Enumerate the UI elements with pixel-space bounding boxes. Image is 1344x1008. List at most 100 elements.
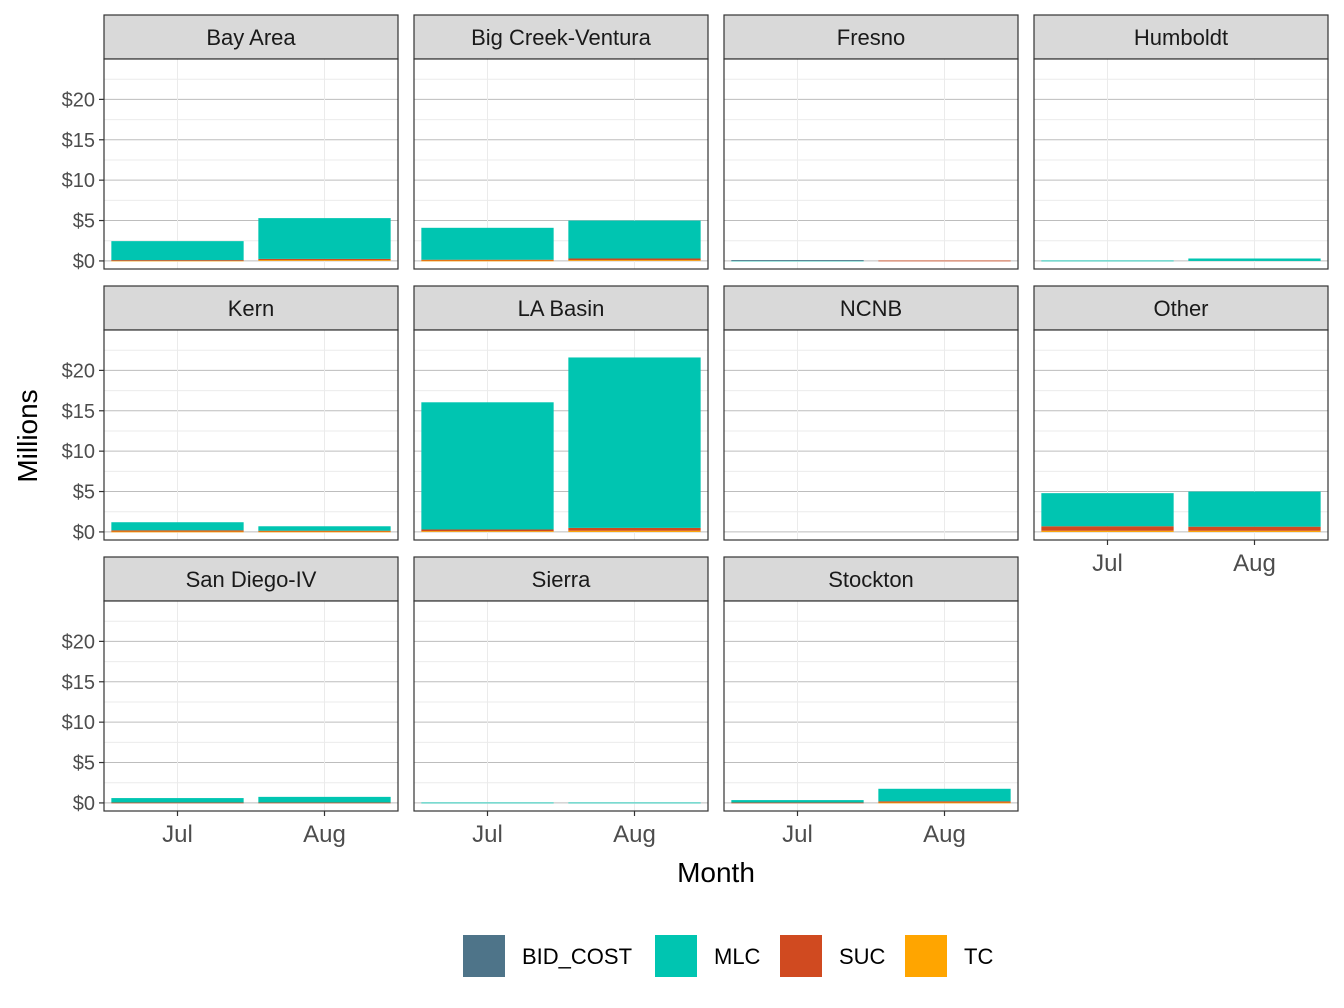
facet-panel: NCNB	[723, 285, 1019, 541]
bar-segment-tc	[878, 802, 1011, 804]
x-tick-label: Aug	[1233, 550, 1276, 577]
panel-border	[1033, 58, 1329, 270]
facet-panel: San Diego-IV	[103, 556, 399, 812]
y-tick-label: $15	[62, 130, 95, 152]
x-tick-label: Aug	[303, 821, 346, 848]
facet-strip	[413, 14, 709, 60]
x-tick-label: Jul	[162, 821, 193, 848]
bar-segment-mlc	[731, 260, 864, 262]
facet-panel: Sierra	[413, 556, 709, 812]
bar-segment-suc	[258, 258, 391, 261]
facet-strip	[103, 285, 399, 331]
facet-strip-label: Humboldt	[1134, 25, 1228, 50]
bar-segment-tc	[258, 260, 391, 261]
bar-segment-suc	[258, 802, 391, 804]
facet-strip	[103, 14, 399, 60]
bar-segment-mlc	[1188, 258, 1321, 261]
facet-panel: Big Creek-Ventura	[413, 14, 709, 270]
legend-item: SUC	[780, 935, 886, 977]
bar-segment-suc	[568, 527, 701, 531]
bar-segment-mlc	[258, 218, 391, 259]
bar-segment-suc	[111, 260, 244, 261]
y-tick-label: $0	[73, 793, 95, 815]
bar-segment-mlc	[421, 227, 554, 260]
bar-segment-suc	[731, 802, 864, 804]
facet-panels: Bay Area Big Creek-Ventura Fresno Humboldt K…	[103, 14, 1329, 812]
facet-strip-label: Other	[1153, 296, 1208, 321]
panel-border	[1033, 329, 1329, 541]
plot-background	[104, 330, 398, 540]
bar-segment-suc	[111, 530, 244, 532]
legend-label: TC	[964, 944, 993, 969]
facet-strip-label: Sierra	[532, 567, 591, 592]
bar-segment-suc	[1041, 526, 1174, 531]
bar-segment-suc	[421, 529, 554, 532]
y-tick-label: $20	[62, 631, 95, 653]
bar-segment-suc	[258, 530, 391, 532]
facet-panel: Kern	[103, 285, 399, 541]
legend-item: TC	[905, 935, 993, 977]
bar-segment-mlc	[568, 220, 701, 259]
panel-border	[103, 329, 399, 541]
bar-segment-mlc	[568, 802, 701, 804]
plot-background	[1034, 59, 1328, 269]
panel-border	[723, 600, 1019, 812]
y-tick-label: $0	[73, 522, 95, 544]
panel-border	[103, 600, 399, 812]
y-tick-label: $20	[62, 89, 95, 111]
y-tick-label: $10	[62, 712, 95, 734]
y-tick-label: $0	[73, 251, 95, 273]
legend-label: MLC	[714, 944, 761, 969]
bar-segment-suc	[1188, 526, 1321, 531]
bar-segment-mlc	[1041, 260, 1174, 262]
bar-segment-mlc	[568, 357, 701, 528]
legend-swatch	[905, 935, 947, 977]
plot-background	[104, 601, 398, 811]
bar-segment-tc	[111, 531, 244, 533]
facet-strip-label: Fresno	[837, 25, 905, 50]
bar-segment-suc	[421, 259, 554, 261]
y-tick-label: $20	[62, 360, 95, 382]
facet-strip-label: San Diego-IV	[186, 567, 317, 592]
facet-panel: Humboldt	[1033, 14, 1329, 270]
y-tick-label: $5	[73, 211, 95, 233]
bar-segment-tc	[258, 531, 391, 533]
bar-segment-mlc	[421, 402, 554, 530]
panel-border	[723, 329, 1019, 541]
legend-swatch	[655, 935, 697, 977]
legend-swatch	[463, 935, 505, 977]
facet-panel: Fresno	[723, 14, 1019, 270]
legend-label: SUC	[839, 944, 886, 969]
y-axes: $0 $5 $10 $15 $20 $0 $5 $10 $15 $20 $0 $5 $10 $15 $20	[62, 89, 104, 815]
panel-border	[103, 58, 399, 270]
facet-strip-label: LA Basin	[518, 296, 605, 321]
plot-background	[724, 601, 1018, 811]
bar-segment-tc	[1188, 530, 1321, 532]
bar-segment-mlc	[421, 802, 554, 804]
bar-segment-tc	[568, 260, 701, 261]
facet-strip	[723, 285, 1019, 331]
legend: BID_COST MLC SUC TC	[463, 935, 993, 977]
y-axis-title: Millions	[12, 389, 43, 482]
legend-item: BID_COST	[463, 935, 632, 977]
bar-segment-tc	[421, 531, 554, 532]
bar-segment-suc	[878, 260, 1011, 262]
bar-segment-mlc	[258, 526, 391, 531]
bar-segment-tc	[421, 260, 554, 262]
bar-segment-mlc	[111, 522, 244, 531]
facet-panel: Other	[1033, 285, 1329, 541]
y-tick-label: $15	[62, 672, 95, 694]
panel-border	[413, 600, 709, 812]
facet-strip-label: Bay Area	[206, 25, 296, 50]
facet-strip	[413, 556, 709, 602]
bar-segment-suc	[878, 801, 1011, 803]
x-tick-label: Jul	[782, 821, 813, 848]
facet-strip-label: Kern	[228, 296, 274, 321]
bar-segment-mlc	[1188, 491, 1321, 527]
facet-strip	[1033, 14, 1329, 60]
facet-panel: Bay Area	[103, 14, 399, 270]
x-axis-title: Month	[677, 857, 755, 888]
plot-background	[724, 330, 1018, 540]
legend-label: BID_COST	[522, 944, 632, 969]
facet-strip	[413, 285, 709, 331]
